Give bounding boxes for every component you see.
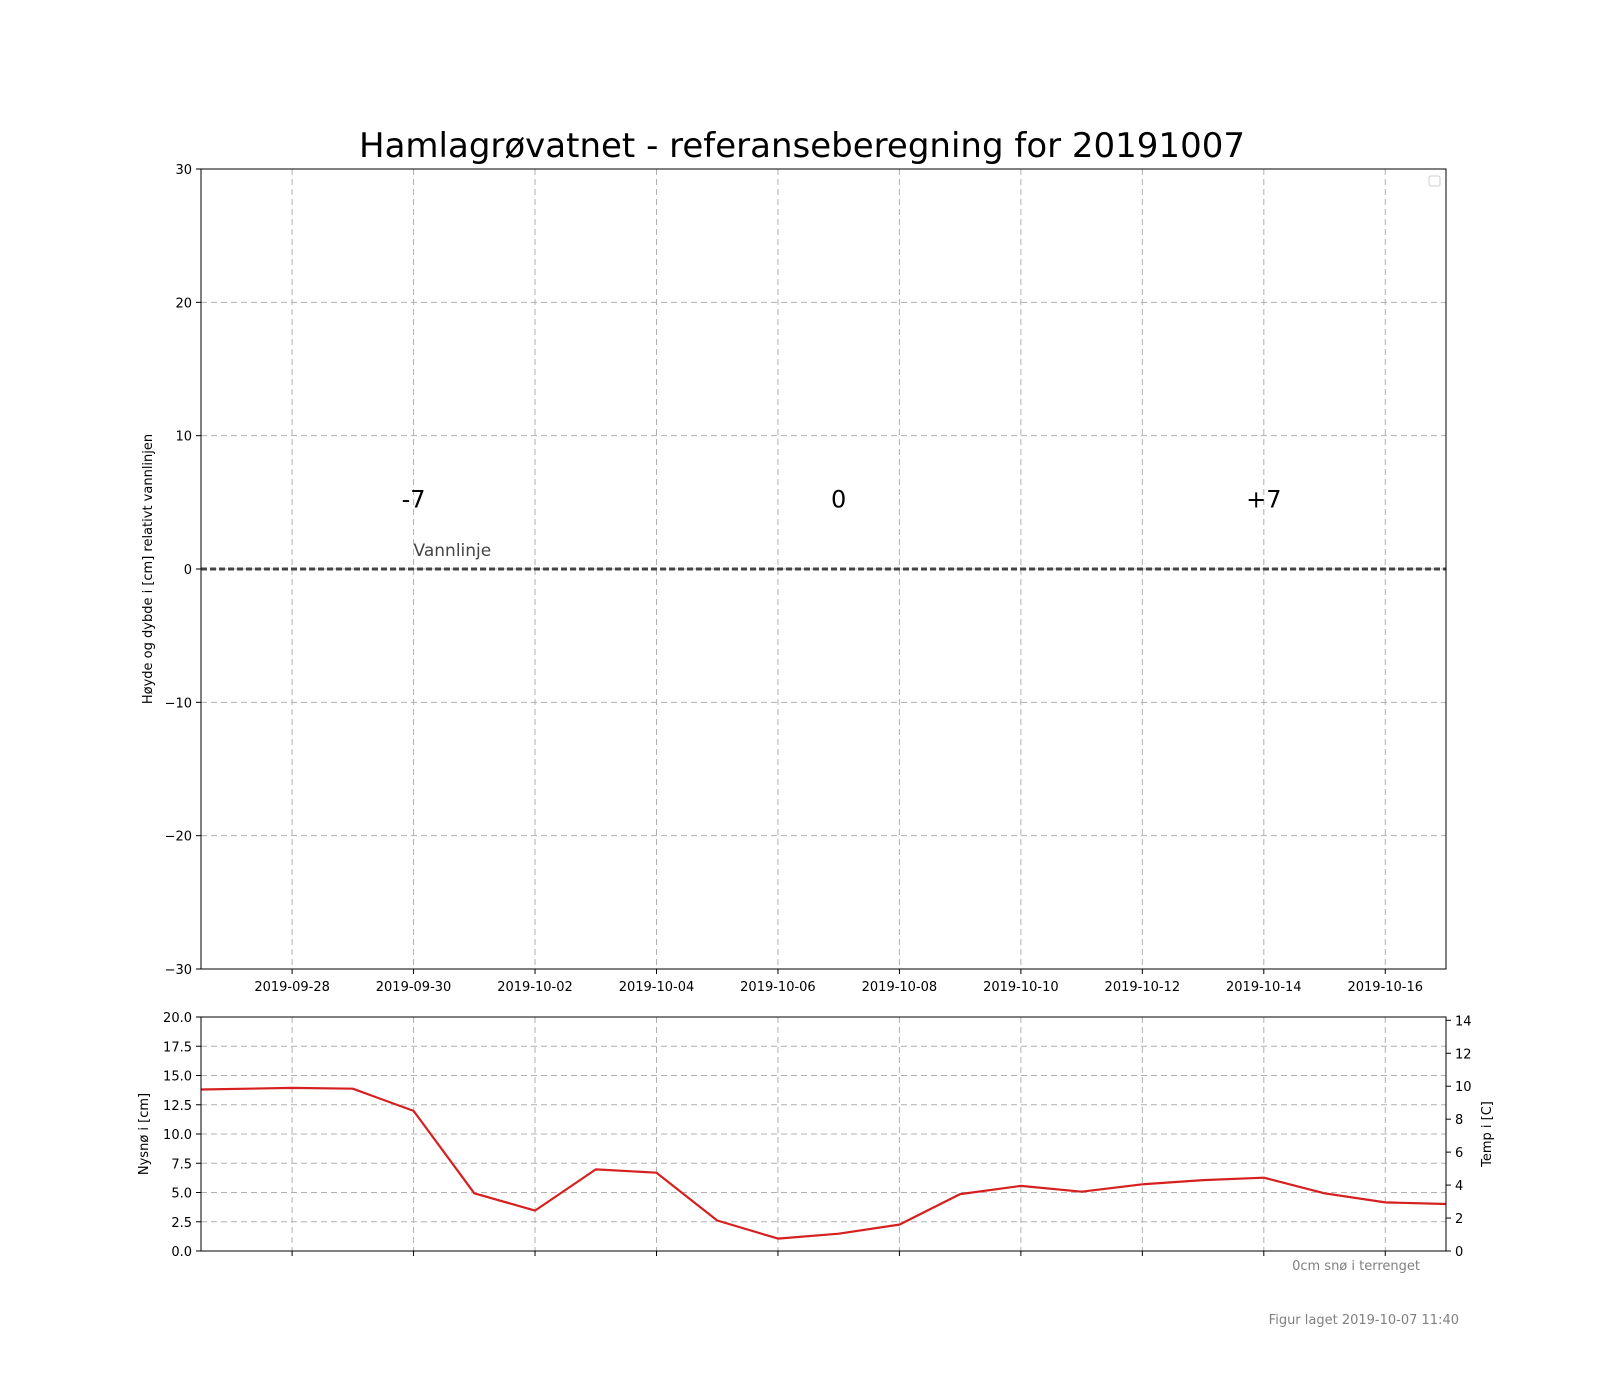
main-ticks: 2019-09-28 2019-09-30 2019-10-02 2019-10-04…: [165, 163, 1423, 995]
main-y-tick-label: −30: [165, 963, 192, 978]
figure-timestamp: Figur laget 2019-10-07 11:40: [1269, 1313, 1459, 1328]
main-y-tick-label: 0: [184, 563, 192, 578]
main-y-axis-label: Høyde og dybde i [cm] relativt vannlinje…: [141, 434, 156, 704]
main-y-tick-label: 20: [175, 296, 192, 311]
sub-plot-frame: [200, 1016, 1447, 1252]
main-y-tick-label: 30: [175, 163, 192, 178]
sub-ticks: 0.0 2.5 5.0 7.5 10.0 12.5 15.0 17.5 20.0 0 2 4 6 8 10 1…: [163, 1011, 1472, 1260]
main-x-tick-label: 2019-09-30: [376, 980, 452, 995]
day-offset-label: +7: [1246, 486, 1281, 514]
main-annotations: Vannlinje -7 0 +7: [201, 486, 1446, 571]
snow-y-tick-label: 12.5: [163, 1099, 192, 1114]
waterline-label: Vannlinje: [414, 541, 492, 561]
temp-y-tick-label: 12: [1455, 1047, 1472, 1062]
snow-y-tick-label: 7.5: [171, 1157, 192, 1172]
snow-y-axis-label: Nysnø i [cm]: [137, 1093, 152, 1175]
snow-y-tick-label: 15.0: [163, 1070, 192, 1085]
temp-y-tick-label: 8: [1455, 1113, 1463, 1128]
main-x-tick-label: 2019-10-12: [1105, 980, 1181, 995]
main-plot-frame: [200, 168, 1447, 970]
snow-y-tick-label: 17.5: [163, 1040, 192, 1055]
main-x-tick-label: 2019-10-04: [619, 980, 695, 995]
sub-series: [200, 1086, 1447, 1240]
main-y-tick-label: 10: [175, 430, 192, 445]
main-x-tick-label: 2019-09-28: [254, 980, 330, 995]
day-offset-label: 0: [831, 486, 846, 514]
main-y-tick-label: −10: [165, 696, 192, 711]
temp-y-tick-label: 0: [1455, 1245, 1463, 1260]
temp-y-tick-label: 10: [1455, 1080, 1472, 1095]
snow-terrain-note: 0cm snø i terrenget: [1292, 1259, 1420, 1274]
temp-y-tick-label: 2: [1455, 1212, 1463, 1227]
snow-y-tick-label: 0.0: [171, 1245, 192, 1260]
temp-y-tick-label: 6: [1455, 1146, 1463, 1161]
snow-y-tick-label: 10.0: [163, 1128, 192, 1143]
snow-temp-plot: 0.0 2.5 5.0 7.5 10.0 12.5 15.0 17.5 20.0 0 2 4 6 8 10 1…: [137, 1011, 1495, 1274]
chart-title: Hamlagrøvatnet - referanseberegning for …: [359, 126, 1245, 166]
main-x-tick-label: 2019-10-08: [862, 980, 938, 995]
main-y-tick-label: −20: [165, 830, 192, 845]
snow-y-tick-label: 20.0: [163, 1011, 192, 1026]
temp-y-tick-label: 14: [1455, 1014, 1472, 1029]
legend-box: [1428, 175, 1441, 187]
snow-y-tick-label: 2.5: [171, 1216, 192, 1231]
main-x-tick-label: 2019-10-02: [497, 980, 573, 995]
temp-y-axis-label: Temp i [C]: [1480, 1101, 1495, 1168]
temperature-line: [200, 1086, 1447, 1240]
snow-y-tick-label: 5.0: [171, 1187, 192, 1202]
main-x-tick-label: 2019-10-06: [740, 980, 816, 995]
main-plot: 2019-09-28 2019-09-30 2019-10-02 2019-10-04…: [141, 163, 1447, 995]
main-x-tick-label: 2019-10-16: [1347, 980, 1423, 995]
temp-y-tick-label: 4: [1455, 1179, 1463, 1194]
sub-grid: [201, 1016, 1446, 1252]
main-x-tick-label: 2019-10-14: [1226, 980, 1302, 995]
main-x-tick-label: 2019-10-10: [983, 980, 1059, 995]
day-offset-label: -7: [402, 486, 426, 514]
